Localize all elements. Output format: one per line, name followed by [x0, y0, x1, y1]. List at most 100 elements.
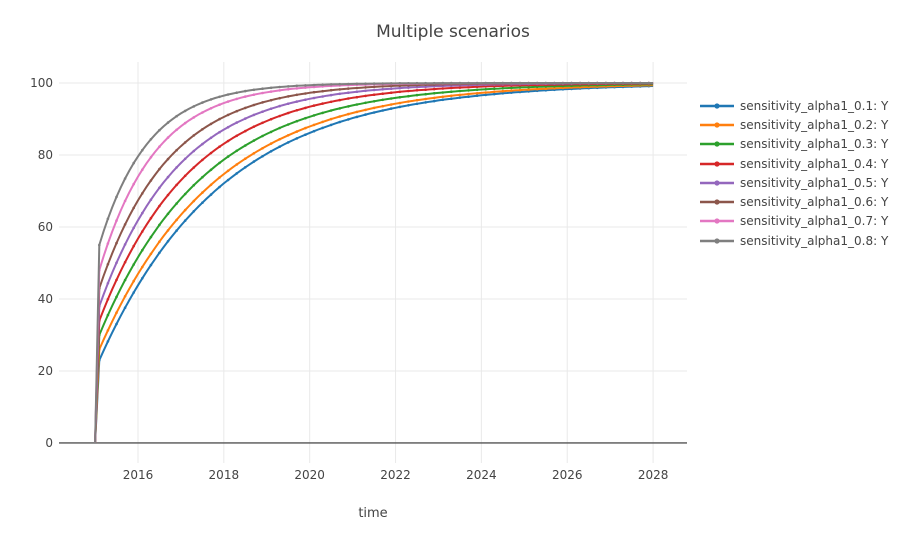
series-marker: [141, 230, 144, 233]
series-marker: [321, 102, 324, 105]
y-tick-label: 60: [38, 220, 53, 234]
series-marker: [149, 235, 153, 239]
series-marker: [450, 94, 453, 98]
series-marker: [372, 88, 376, 92]
series-marker: [613, 81, 616, 85]
legend-line-icon: [700, 238, 734, 244]
series-marker: [398, 90, 402, 94]
series-marker: [304, 133, 307, 136]
series-marker: [424, 88, 427, 91]
series-marker: [501, 87, 505, 90]
series-marker: [407, 100, 410, 103]
series-marker: [261, 121, 264, 125]
series-marker: [201, 142, 204, 146]
series-marker: [252, 103, 256, 107]
series-marker: [252, 139, 256, 142]
legend-label: sensitivity_alpha1_0.3: Y: [740, 137, 889, 152]
legend-label: sensitivity_alpha1_0.2: Y: [740, 117, 889, 132]
series-marker: [175, 148, 178, 152]
series-marker: [621, 81, 625, 85]
x-tick-label: 2020: [294, 468, 325, 482]
series-marker: [467, 95, 470, 98]
series-marker: [329, 109, 333, 112]
series-marker: [638, 81, 642, 85]
series-marker: [209, 136, 213, 140]
series-marker: [561, 86, 565, 90]
series-marker: [141, 192, 144, 195]
series-marker: [201, 158, 204, 162]
series-marker: [535, 85, 539, 89]
x-tick-label: 2022: [380, 468, 411, 482]
series-marker: [132, 161, 135, 165]
legend-item-sensitivity_alpha1_0.3[interactable]: sensitivity_alpha1_0.3: Y: [699, 135, 888, 154]
series-marker: [244, 106, 247, 110]
series-marker: [321, 111, 324, 115]
series-line-sensitivity_alpha1_0.2[interactable]: [94, 84, 654, 444]
series-marker: [381, 88, 385, 91]
series-marker: [286, 85, 290, 88]
series-marker: [141, 265, 144, 269]
series-marker: [415, 85, 419, 89]
series-line-sensitivity_alpha1_0.5[interactable]: [94, 82, 654, 444]
series-marker: [158, 167, 161, 171]
series-marker: [106, 217, 110, 221]
series-marker: [183, 192, 187, 196]
series-marker: [286, 95, 290, 98]
series-marker: [295, 137, 299, 140]
series-marker: [381, 98, 385, 102]
series-marker: [381, 92, 385, 95]
series-marker: [458, 81, 462, 85]
series-marker: [149, 198, 153, 201]
series-marker: [115, 219, 118, 222]
series-marker: [218, 185, 221, 189]
series-marker: [252, 113, 256, 117]
series-line-sensitivity_alpha1_0.1[interactable]: [94, 85, 654, 444]
series-marker: [269, 90, 273, 93]
series-line-sensitivity_alpha1_0.4[interactable]: [94, 82, 654, 444]
series-line-sensitivity_alpha1_0.8[interactable]: [94, 82, 654, 444]
series-marker: [312, 83, 316, 87]
series-marker: [304, 126, 307, 130]
legend-item-sensitivity_alpha1_0.2[interactable]: sensitivity_alpha1_0.2: Y: [699, 115, 888, 134]
series-line-sensitivity_alpha1_0.3[interactable]: [94, 83, 654, 444]
series-marker: [432, 81, 436, 85]
series-marker: [123, 243, 127, 246]
series-marker: [295, 130, 299, 133]
series-marker: [295, 84, 299, 88]
series-marker: [312, 96, 316, 100]
series-line-sensitivity_alpha1_0.7[interactable]: [94, 82, 654, 444]
legend-item-sensitivity_alpha1_0.5[interactable]: sensitivity_alpha1_0.5: Y: [699, 173, 888, 192]
series-marker: [432, 92, 436, 95]
series-marker: [338, 115, 342, 118]
legend-item-sensitivity_alpha1_0.1[interactable]: sensitivity_alpha1_0.1: Y: [699, 96, 888, 115]
legend-item-sensitivity_alpha1_0.7[interactable]: sensitivity_alpha1_0.7: Y: [699, 212, 888, 231]
series-marker: [372, 93, 376, 96]
series-marker: [218, 161, 221, 165]
legend-label: sensitivity_alpha1_0.6: Y: [740, 195, 889, 210]
series-marker: [432, 87, 436, 91]
series-marker: [226, 100, 230, 103]
series-marker: [501, 92, 505, 95]
series-marker: [312, 129, 316, 133]
series-marker: [475, 81, 479, 85]
legend-item-sensitivity_alpha1_0.8[interactable]: sensitivity_alpha1_0.8: Y: [699, 231, 888, 250]
y-tick-label: 0: [45, 436, 53, 450]
series-marker: [158, 204, 161, 208]
series-marker: [578, 81, 582, 85]
series-marker: [458, 96, 462, 99]
legend-item-sensitivity_alpha1_0.4[interactable]: sensitivity_alpha1_0.4: Y: [699, 154, 888, 173]
series-marker: [132, 291, 135, 294]
series-marker: [304, 92, 307, 95]
legend-label: sensitivity_alpha1_0.8: Y: [740, 233, 889, 248]
series-marker: [553, 81, 556, 85]
series-marker: [329, 100, 333, 104]
legend-item-sensitivity_alpha1_0.6[interactable]: sensitivity_alpha1_0.6: Y: [699, 192, 888, 211]
series-marker: [364, 89, 367, 93]
series-line-sensitivity_alpha1_0.6[interactable]: [94, 82, 654, 444]
series-marker: [175, 183, 178, 187]
series-marker: [518, 81, 522, 85]
series-marker: [630, 81, 633, 85]
series-marker: [364, 113, 367, 116]
